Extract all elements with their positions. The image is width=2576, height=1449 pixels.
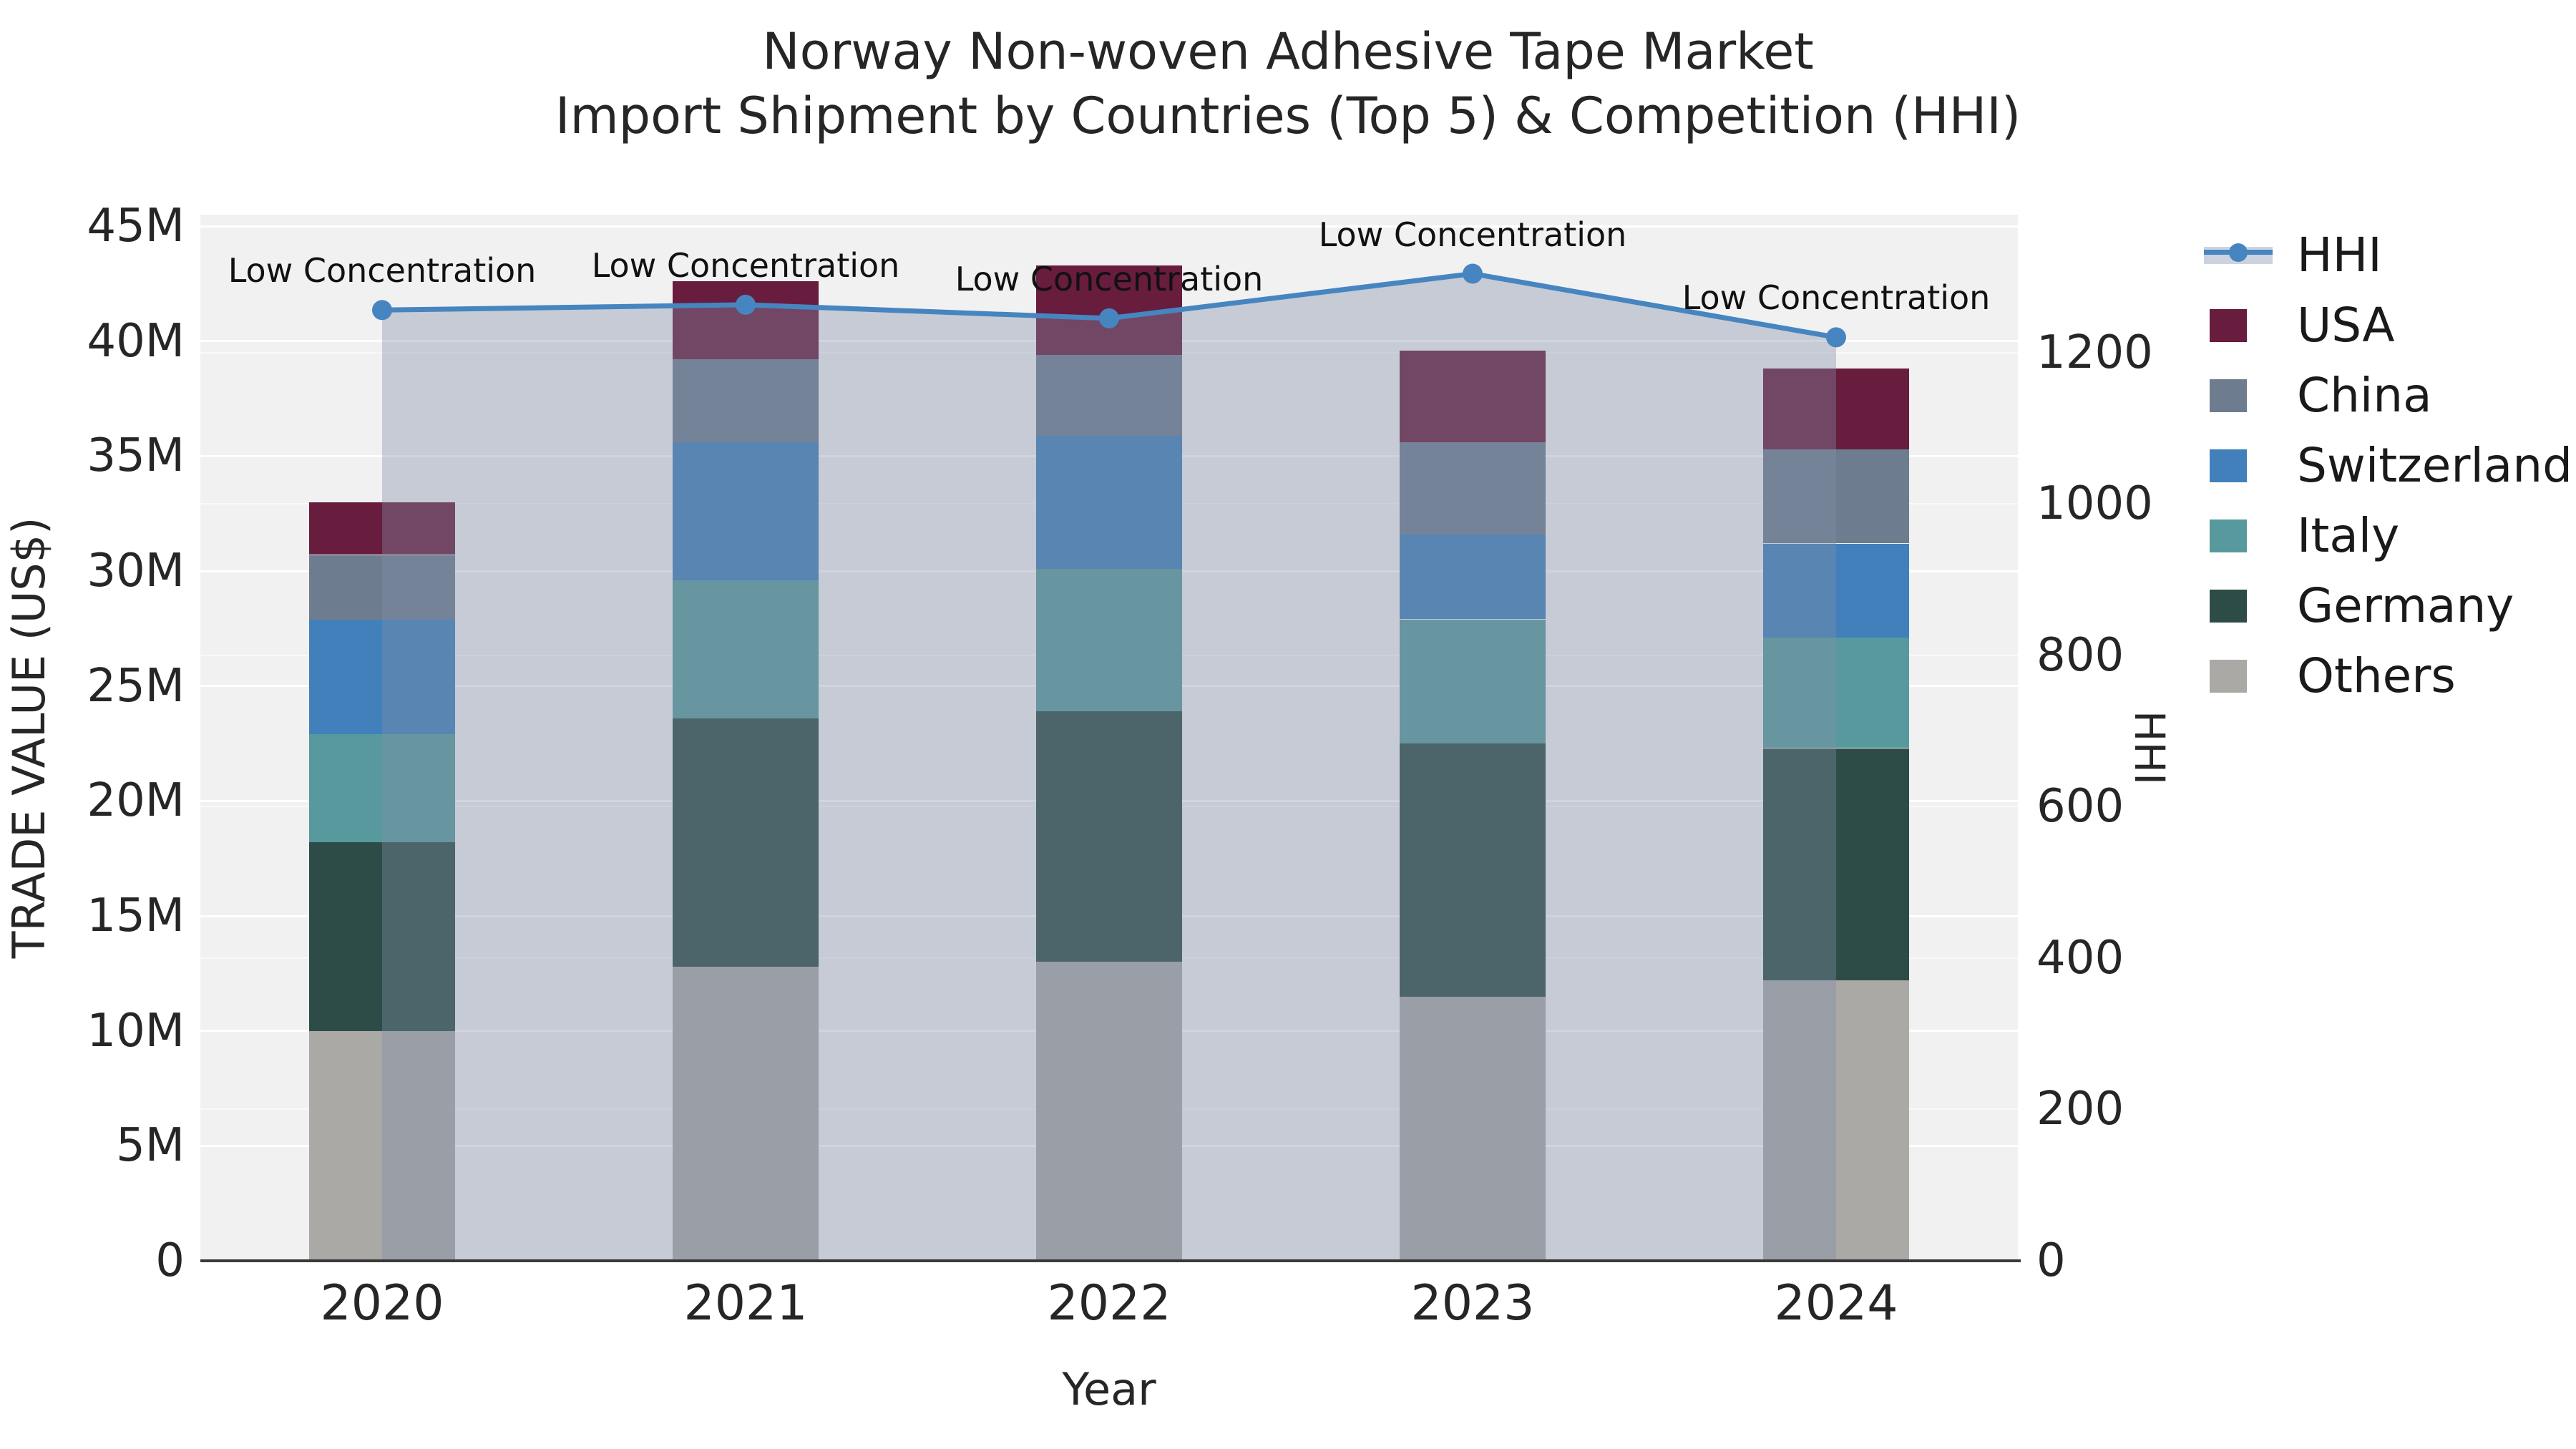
- bar-segment-2020-germany: [309, 842, 455, 1031]
- legend-swatch-usa-icon: [2198, 309, 2277, 342]
- bar-segment-2023-china: [1400, 442, 1546, 535]
- hhi-marker-2022: [1099, 308, 1119, 328]
- bar-segment-2020-usa: [309, 502, 455, 555]
- x-tick-2021: 2021: [683, 1275, 808, 1332]
- annotation-low-concentration-2023: Low Concentration: [1318, 215, 1627, 254]
- legend-item-china: China: [2198, 361, 2572, 431]
- bar-segment-2023-italy: [1400, 619, 1546, 743]
- legend-item-usa: USA: [2198, 291, 2572, 361]
- bar-segment-2021-switzerland: [673, 442, 819, 580]
- bar-segment-2024-switzerland: [1763, 543, 1909, 638]
- bar-segment-2023-switzerland: [1400, 534, 1546, 620]
- hhi-line-layer: [372, 263, 1846, 1261]
- bar-segment-2022-china: [1036, 355, 1182, 436]
- bar-segment-2020-china: [309, 555, 455, 620]
- x-axis-spine: [200, 1259, 2021, 1262]
- bar-segment-2021-italy: [673, 580, 819, 718]
- legend-item-others: Others: [2198, 641, 2572, 711]
- gridline-left-45M: [200, 225, 2018, 228]
- legend-item-italy: Italy: [2198, 501, 2572, 571]
- bar-segment-2022-germany: [1036, 711, 1182, 962]
- bar-segment-2021-usa: [673, 281, 819, 360]
- legend-label-italy: Italy: [2297, 508, 2400, 563]
- hhi-marker-2021: [736, 294, 756, 315]
- bar-segment-2022-others: [1036, 962, 1182, 1261]
- x-tick-2020: 2020: [320, 1275, 444, 1332]
- bar-segment-2023-germany: [1400, 743, 1546, 997]
- bar-segment-2020-others: [309, 1030, 455, 1261]
- legend-label-switzerland: Switzerland: [2297, 438, 2572, 493]
- legend-label-usa: USA: [2297, 298, 2395, 353]
- y-tick-left-25M: 25M: [87, 659, 185, 713]
- x-tick-2024: 2024: [1774, 1275, 1898, 1332]
- y-tick-right-1000: 1000: [2036, 477, 2153, 531]
- bar-segment-2020-italy: [309, 734, 455, 843]
- y-tick-left-15M: 15M: [87, 889, 185, 942]
- legend-label-china: China: [2297, 368, 2432, 423]
- chart-title-line2: Import Shipment by Countries (Top 5) & C…: [555, 87, 2021, 145]
- bar-segment-2021-others: [673, 966, 819, 1261]
- y-tick-left-30M: 30M: [87, 545, 185, 597]
- bar-segment-2021-germany: [673, 718, 819, 967]
- y-tick-left-0: 0: [155, 1234, 185, 1287]
- x-tick-2022: 2022: [1047, 1275, 1171, 1332]
- y-axis-title-right: HHI: [2125, 710, 2174, 786]
- y-tick-right-400: 400: [2036, 931, 2124, 985]
- bar-segment-2022-italy: [1036, 568, 1182, 711]
- legend-hhi-line-icon: [2198, 243, 2277, 264]
- y-tick-left-20M: 20M: [87, 774, 185, 828]
- legend-item-germany: Germany: [2198, 571, 2572, 641]
- legend-swatch-italy-icon: [2198, 519, 2277, 552]
- bar-segment-2022-switzerland: [1036, 435, 1182, 569]
- x-tick-2023: 2023: [1410, 1275, 1535, 1332]
- y-tick-right-600: 600: [2036, 780, 2124, 834]
- y-tick-right-0: 0: [2036, 1234, 2066, 1287]
- x-axis-title: Year: [1062, 1363, 1156, 1415]
- bar-segment-2024-others: [1763, 980, 1909, 1261]
- bar-segment-2020-switzerland: [309, 619, 455, 735]
- plot-area: Low Concentration Low Concentration Low Co…: [200, 215, 2018, 1261]
- hhi-marker-2024: [1826, 327, 1846, 348]
- hhi-area-fill: [382, 273, 1836, 1261]
- y-tick-left-5M: 5M: [116, 1119, 185, 1173]
- legend-swatch-germany-icon: [2198, 590, 2277, 623]
- y-tick-left-35M: 35M: [87, 429, 185, 483]
- bar-segment-2023-others: [1400, 996, 1546, 1261]
- bar-segment-2024-usa: [1763, 369, 1909, 449]
- y-tick-left-45M: 45M: [87, 200, 185, 253]
- bar-segment-2024-germany: [1763, 748, 1909, 980]
- y-tick-right-200: 200: [2036, 1083, 2124, 1136]
- legend-item-hhi: HHI: [2198, 220, 2572, 291]
- y-tick-left-40M: 40M: [87, 314, 185, 368]
- annotation-low-concentration-2020: Low Concentration: [228, 251, 537, 291]
- annotation-low-concentration-2022: Low Concentration: [955, 259, 1264, 298]
- legend-label-germany: Germany: [2297, 578, 2514, 633]
- y-tick-right-1200: 1200: [2036, 326, 2153, 379]
- bar-segment-2024-china: [1763, 449, 1909, 544]
- hhi-marker-2020: [372, 300, 392, 321]
- hhi-marker-2023: [1463, 263, 1483, 284]
- legend-item-switzerland: Switzerland: [2198, 431, 2572, 501]
- legend-swatch-others-icon: [2198, 660, 2277, 693]
- bar-segment-2023-usa: [1400, 350, 1546, 443]
- y-tick-left-10M: 10M: [87, 1004, 185, 1058]
- y-axis-title-left: TRADE VALUE (US$): [3, 517, 55, 959]
- legend-label-hhi: HHI: [2297, 228, 2382, 283]
- legend: HHI USA China Switzerland Italy Germany Others: [2198, 220, 2572, 711]
- annotation-low-concentration-2021: Low Concentration: [591, 245, 900, 285]
- legend-label-others: Others: [2297, 648, 2456, 703]
- annotation-low-concentration-2024: Low Concentration: [1682, 278, 1991, 318]
- legend-swatch-switzerland-icon: [2198, 449, 2277, 482]
- bar-segment-2024-italy: [1763, 638, 1909, 748]
- y-tick-right-800: 800: [2036, 628, 2124, 682]
- legend-swatch-china-icon: [2198, 379, 2277, 412]
- chart-title-line1: Norway Non-woven Adhesive Tape Market: [762, 22, 1814, 81]
- bar-segment-2021-china: [673, 359, 819, 443]
